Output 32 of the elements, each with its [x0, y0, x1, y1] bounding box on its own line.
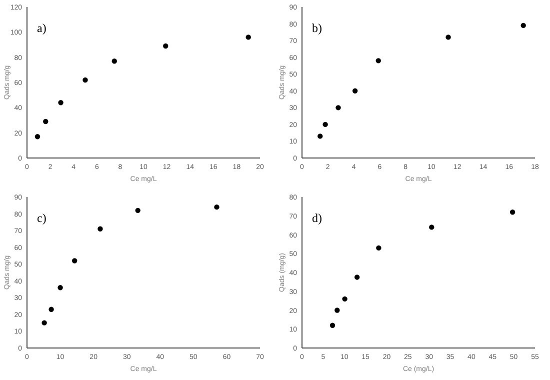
point: [82, 77, 88, 83]
point: [520, 22, 526, 28]
point: [429, 224, 434, 230]
point: [214, 204, 220, 210]
point: [58, 100, 64, 106]
point: [322, 122, 328, 128]
point: [352, 88, 358, 94]
point: [34, 134, 40, 140]
point: [135, 208, 140, 214]
annotation: b): [312, 21, 322, 35]
point: [446, 34, 451, 40]
annotation: c): [37, 211, 46, 225]
point: [334, 308, 340, 313]
point: [42, 320, 47, 326]
point: [58, 285, 63, 290]
annotation: d): [312, 211, 322, 225]
point: [112, 58, 117, 64]
annotation: a): [37, 21, 46, 35]
point: [163, 43, 168, 49]
point: [72, 258, 78, 264]
point: [342, 296, 348, 302]
point: [376, 58, 381, 64]
point: [246, 34, 251, 40]
point: [48, 306, 54, 312]
point: [43, 118, 48, 124]
point: [354, 274, 360, 280]
point: [510, 210, 516, 215]
point: [318, 134, 323, 139]
point: [376, 245, 382, 251]
point: [336, 105, 341, 110]
point: [330, 322, 336, 328]
point: [98, 226, 103, 232]
